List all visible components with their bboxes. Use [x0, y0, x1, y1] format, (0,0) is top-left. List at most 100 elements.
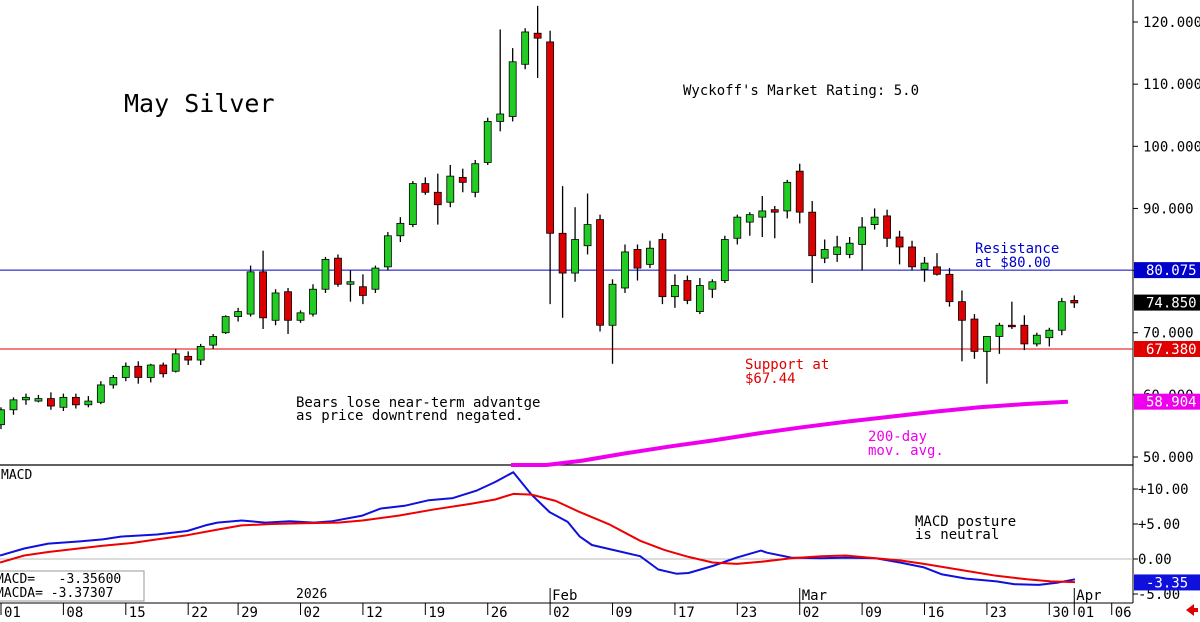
candle-body [96, 384, 105, 403]
candle-body [321, 258, 330, 290]
date-tick-label: 16 [928, 605, 945, 621]
candle-body [471, 163, 480, 193]
candle-6 [59, 393, 68, 412]
resistance-label-line2: at $80.00 [975, 255, 1051, 271]
candle-69 [845, 237, 854, 259]
candle-40 [483, 117, 492, 165]
ma-label-line1: 200-day [868, 429, 927, 445]
candle-59 [720, 235, 729, 284]
candle-body [608, 283, 617, 326]
candle-body [533, 32, 542, 39]
candle-body [221, 316, 230, 334]
candle-54 [658, 233, 667, 305]
candle-72 [883, 209, 891, 247]
candle-body [745, 214, 754, 223]
candle-body [621, 251, 629, 289]
candle-71 [870, 208, 879, 230]
candle-body [895, 236, 904, 248]
candle-body [708, 281, 717, 290]
price-badge-label: 80.075 [1146, 263, 1197, 279]
date-tick-label: 02 [304, 605, 321, 621]
candle-8 [84, 396, 93, 408]
candle-body [234, 311, 243, 317]
candle-body [720, 239, 729, 281]
candle-41 [496, 29, 505, 132]
candle-body [408, 183, 417, 225]
candle-44 [533, 5, 542, 78]
candle-75 [920, 256, 929, 282]
candle-57 [695, 278, 704, 315]
candle-body [1045, 329, 1054, 339]
price-badge [1134, 262, 1200, 279]
candle-56 [683, 275, 692, 305]
support-label-line1: Support at [745, 357, 829, 373]
candle-46 [558, 186, 567, 318]
candle-body [596, 219, 604, 326]
price-tick-label: 50.000 [1143, 450, 1194, 466]
candle-53 [646, 240, 654, 269]
chart-title: May Silver [124, 89, 275, 118]
candle-body [383, 235, 392, 268]
candle-body [733, 216, 742, 239]
date-tick-label: 15 [129, 605, 146, 621]
macd-tick-label: 0.00 [1138, 552, 1172, 568]
candle-15 [171, 348, 180, 373]
candle-36 [433, 173, 442, 225]
candle-body [1070, 300, 1079, 304]
market-rating: Wyckoff's Market Rating: 5.0 [683, 83, 919, 99]
candle-body [583, 224, 592, 247]
candle-body [284, 291, 292, 321]
candle-body [658, 239, 667, 298]
date-tick-label: 22 [191, 605, 208, 621]
candle-body [196, 345, 205, 361]
candle-30 [359, 274, 367, 305]
scroll-arrow-icon[interactable] [1186, 604, 1198, 616]
candle-body [1007, 324, 1016, 328]
candle-body [546, 41, 555, 234]
candle-87 [1070, 295, 1079, 308]
candle-85 [1045, 327, 1054, 347]
candle-62 [758, 196, 767, 238]
candle-42 [508, 48, 517, 122]
macd-readout-box [0, 570, 145, 602]
price-badge [1134, 341, 1200, 358]
candle-22 [259, 250, 267, 329]
candle-body [346, 281, 355, 285]
candle-11 [121, 362, 130, 382]
candle-body [259, 271, 267, 319]
candle-55 [671, 274, 679, 308]
candle-body [808, 211, 817, 257]
bears-note-line2: as price downtrend negated. [296, 408, 524, 424]
candle-body [845, 242, 854, 255]
candle-body [945, 273, 954, 303]
candle-body [571, 239, 579, 274]
candle-body [496, 113, 505, 122]
macd-posture-line2: is neutral [915, 527, 999, 543]
candle-body [396, 222, 405, 237]
candle-68 [833, 235, 842, 262]
candle-body [446, 175, 455, 203]
candle-65 [795, 163, 804, 224]
moving-average-layer [511, 399, 1069, 467]
candle-45 [546, 30, 555, 305]
date-tick-label: 23 [740, 605, 757, 621]
date-tick-label: 17 [678, 605, 695, 621]
candle-12 [134, 361, 143, 384]
support-resistance-lines [0, 269, 1133, 350]
candle-74 [908, 240, 916, 271]
candle-52 [633, 244, 642, 281]
date-tick-label: 26 [491, 605, 508, 621]
candle-body [483, 121, 492, 163]
candle-21 [246, 265, 255, 317]
candle-73 [895, 230, 904, 265]
date-tick-label: 12 [366, 605, 383, 621]
candle-50 [608, 279, 617, 364]
support-label-line2: $67.44 [745, 371, 796, 387]
candle-32 [383, 232, 392, 271]
candle-17 [196, 343, 205, 366]
candle-35 [421, 177, 430, 195]
candle-body [995, 324, 1004, 337]
candle-1 [0, 407, 5, 430]
candle-77 [945, 268, 954, 307]
